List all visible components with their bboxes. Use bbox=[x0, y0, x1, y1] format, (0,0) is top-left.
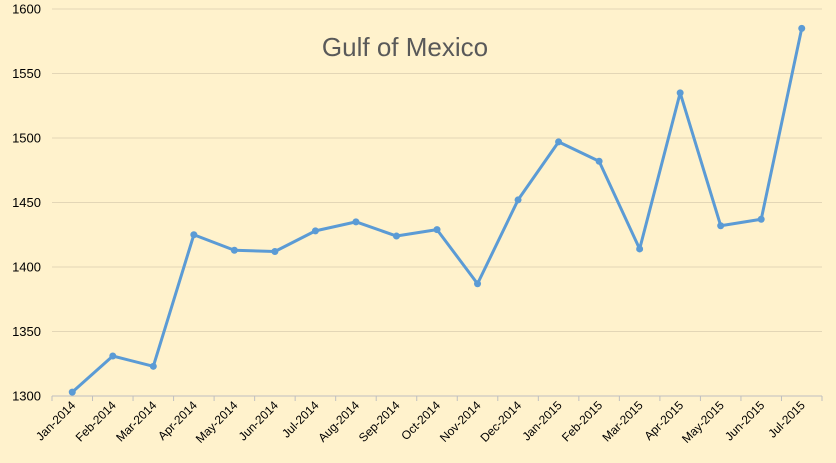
data-point bbox=[149, 362, 157, 370]
data-point bbox=[798, 24, 806, 32]
data-point bbox=[676, 89, 684, 97]
data-point bbox=[271, 248, 279, 256]
y-tick-label: 1600 bbox=[12, 2, 41, 17]
x-tick-label: May-2015 bbox=[679, 398, 727, 446]
data-point bbox=[636, 245, 644, 253]
y-tick-label: 1400 bbox=[12, 260, 41, 275]
data-point bbox=[717, 222, 725, 230]
y-tick-label: 1350 bbox=[12, 324, 41, 339]
data-point bbox=[190, 231, 198, 239]
y-tick-label: 1550 bbox=[12, 66, 41, 81]
x-tick-label: Sep-2014 bbox=[356, 398, 403, 445]
y-tick-label: 1500 bbox=[12, 131, 41, 146]
series bbox=[68, 24, 806, 396]
gridlines bbox=[51, 8, 823, 401]
x-tick-label: Jul-2015 bbox=[765, 398, 808, 441]
chart-title: Gulf of Mexico bbox=[322, 32, 488, 62]
x-tick-label: Feb-2015 bbox=[559, 398, 605, 444]
x-tick-label: Oct-2014 bbox=[398, 398, 443, 443]
x-tick-label: Dec-2014 bbox=[477, 398, 524, 445]
data-point bbox=[555, 138, 563, 146]
x-tick-label: Mar-2015 bbox=[600, 398, 646, 444]
series-line bbox=[70, 26, 804, 394]
x-tick-label: Jun-2014 bbox=[236, 398, 282, 444]
data-point bbox=[311, 227, 319, 235]
x-tick-label: Feb-2014 bbox=[73, 398, 119, 444]
data-point bbox=[230, 246, 238, 254]
data-point bbox=[392, 232, 400, 240]
x-axis-ticks: Jan-2014Feb-2014Mar-2014Apr-2014May-2014… bbox=[33, 398, 808, 446]
data-point bbox=[474, 280, 482, 288]
data-point bbox=[68, 388, 76, 396]
data-point bbox=[352, 218, 360, 226]
x-tick-label: Mar-2014 bbox=[113, 398, 159, 444]
y-tick-label: 1300 bbox=[12, 389, 41, 404]
x-tick-label: Jan-2015 bbox=[519, 398, 565, 444]
data-point bbox=[757, 215, 765, 223]
x-tick-label: May-2014 bbox=[193, 398, 241, 446]
x-tick-label: Jun-2015 bbox=[722, 398, 768, 444]
data-point bbox=[109, 352, 117, 360]
data-point bbox=[514, 196, 522, 204]
y-axis-ticks: 1300 1350 1400 1450 1500 1550 1600 bbox=[12, 2, 41, 404]
data-point bbox=[433, 226, 441, 234]
data-point bbox=[595, 157, 603, 165]
x-tick-label: Aug-2014 bbox=[315, 398, 362, 445]
x-tick-label: Jan-2014 bbox=[33, 398, 79, 444]
y-tick-label: 1450 bbox=[12, 195, 41, 210]
x-tick-label: Nov-2014 bbox=[437, 398, 484, 445]
